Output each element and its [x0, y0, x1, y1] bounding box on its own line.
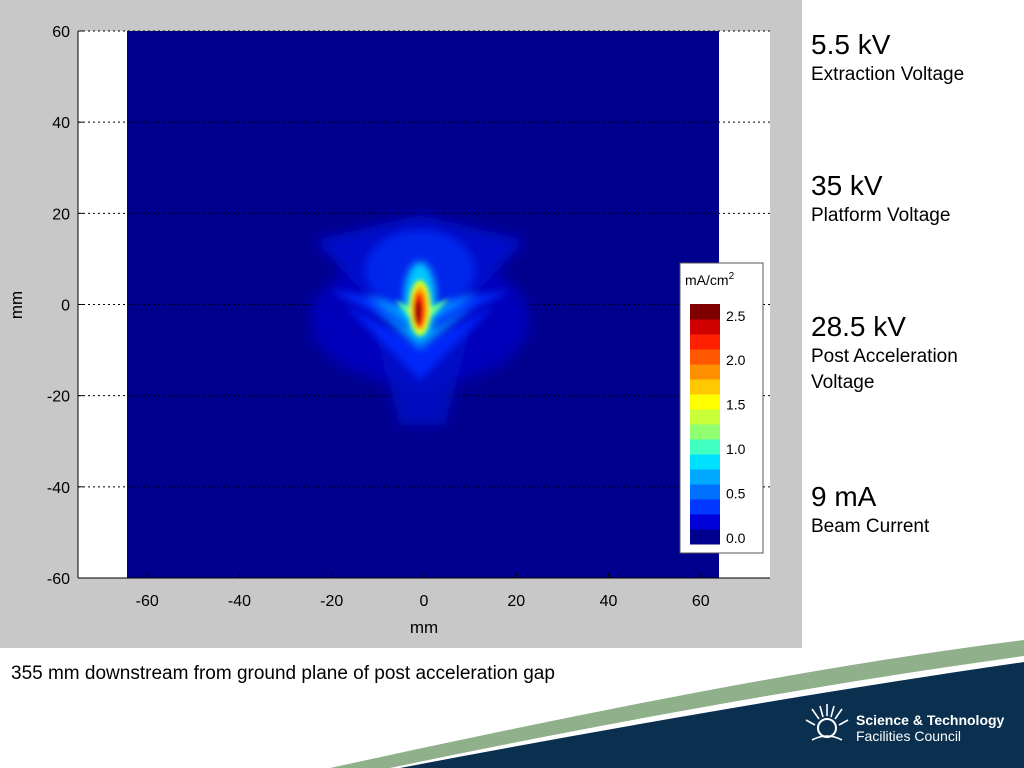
y-tick-label: 60 [52, 24, 70, 41]
parameter-label: Beam Current [811, 516, 930, 537]
x-tick-label: 20 [507, 593, 525, 610]
colorbar-tick-label: 1.5 [726, 397, 746, 413]
x-tick-label: 60 [692, 593, 710, 610]
parameter-beam-current: 9 mA Beam Current [811, 482, 1011, 540]
colorbar-tick-label: 0.0 [726, 530, 746, 546]
y-tick-label: -60 [47, 571, 70, 588]
colorbar-swatch [690, 499, 720, 515]
y-tick-label: 0 [61, 298, 70, 315]
figure-panel: 60 40 20 0 -20 -40 -60 -60 -40 -20 0 20 40 60 mm mm m… [0, 0, 802, 648]
x-tick-label: 40 [600, 593, 618, 610]
colorbar-swatch [690, 349, 720, 365]
colorbar-swatch [690, 409, 720, 425]
sunburst-icon [805, 704, 849, 741]
footer-swoosh [330, 640, 1024, 768]
logo-line-2: Facilities Council [856, 728, 962, 744]
y-tick-label: -20 [47, 389, 70, 406]
colorbar-tick-label: 2.0 [726, 352, 746, 368]
x-tick-label: 0 [420, 593, 429, 610]
heatmap-plot: 60 40 20 0 -20 -40 -60 -60 -40 -20 0 20 40 60 mm mm m… [7, 24, 770, 637]
y-tick-label: 40 [52, 115, 70, 132]
colorbar-swatch [690, 364, 720, 380]
parameter-platform-voltage: 35 kV Platform Voltage [811, 171, 1011, 229]
parameter-label: Platform Voltage [811, 205, 951, 226]
parameter-extraction-voltage: 5.5 kV Extraction Voltage [811, 30, 1011, 88]
y-axis-label: mm [7, 291, 26, 319]
beam-density [310, 215, 530, 425]
colorbar-swatch [690, 454, 720, 470]
colorbar-swatch [690, 484, 720, 500]
colorbar-swatch [690, 514, 720, 530]
colorbar-swatch [690, 334, 720, 350]
parameter-value: 28.5 kV [811, 311, 906, 342]
parameter-label: Post Acceleration Voltage [811, 346, 958, 393]
colorbar-tick-label: 0.5 [726, 486, 746, 502]
parameter-label: Extraction Voltage [811, 64, 965, 85]
parameter-post-acceleration-voltage: 28.5 kV Post Acceleration Voltage [811, 312, 1011, 396]
parameter-value: 35 kV [811, 170, 883, 201]
colorbar-swatch [690, 439, 720, 455]
colorbar-tick-label: 1.0 [726, 441, 746, 457]
parameter-value: 5.5 kV [811, 29, 891, 60]
colorbar-swatch [690, 394, 720, 410]
y-tick-label: 20 [52, 206, 70, 223]
colorbar-swatch [690, 424, 720, 440]
colorbar-tick-label: 2.5 [726, 308, 746, 324]
x-tick-label: -20 [320, 593, 343, 610]
logo-line-1: Science & Technology [856, 712, 1005, 728]
colorbar-swatch [690, 379, 720, 395]
stfc-logo: Science & Technology Facilities Council [804, 700, 1014, 748]
figure-caption: 355 mm downstream from ground plane of p… [11, 663, 555, 684]
x-tick-label: -40 [228, 593, 251, 610]
colorbar-swatch [690, 319, 720, 335]
y-tick-label: -40 [47, 480, 70, 497]
colorbar-swatch [690, 529, 720, 545]
parameter-value: 9 mA [811, 481, 877, 512]
colorbar-swatch [690, 469, 720, 485]
x-axis-label: mm [410, 618, 438, 637]
x-tick-label: -60 [136, 593, 159, 610]
colorbar-label: mA/cm2 [685, 271, 735, 288]
colorbar-swatch [690, 304, 720, 320]
